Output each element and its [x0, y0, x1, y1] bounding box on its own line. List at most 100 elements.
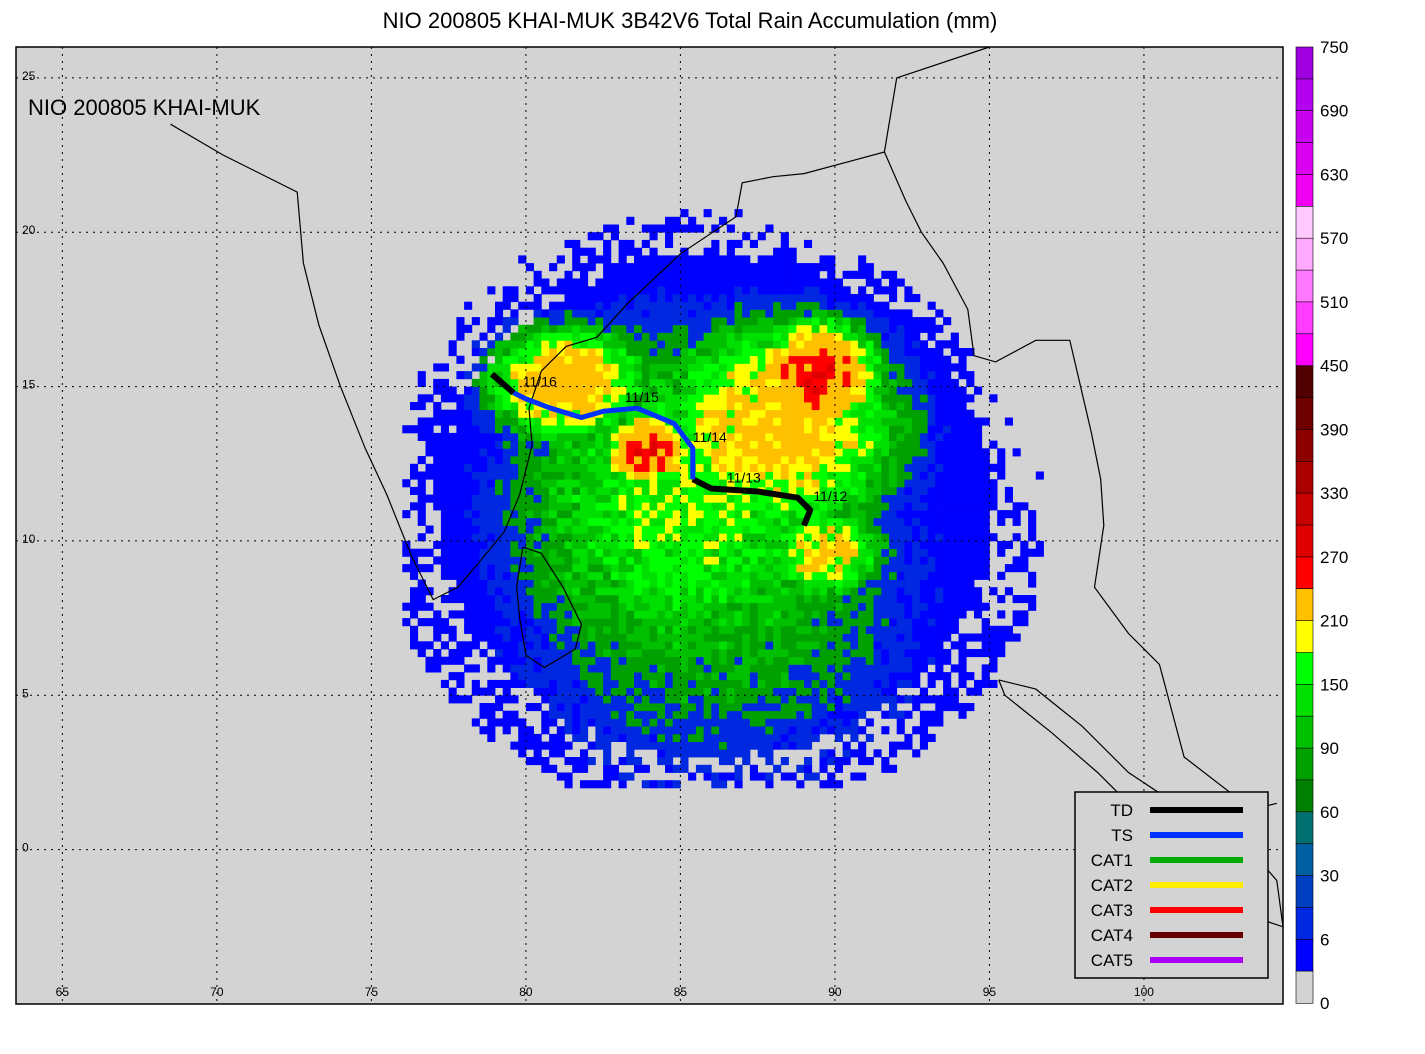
rain-cell [456, 371, 465, 380]
rain-cell [773, 672, 782, 681]
rain-cell [981, 502, 990, 511]
rain-cell [665, 757, 674, 766]
rain-cell [1004, 587, 1013, 596]
rain-cell [510, 633, 519, 642]
lat-tick-label: 5 [22, 686, 29, 700]
rain-cell [448, 556, 457, 565]
rain-cell [850, 703, 859, 712]
rain-cell [749, 494, 758, 503]
rain-cell [958, 610, 967, 619]
rain-cell [649, 548, 658, 557]
rain-cell [657, 409, 666, 418]
rain-cell [657, 378, 666, 387]
rain-cell [549, 679, 558, 688]
rain-cell [502, 340, 511, 349]
rain-cell [695, 540, 704, 549]
rain-cell [943, 378, 952, 387]
rain-cell [974, 679, 983, 688]
rain-cell [719, 741, 728, 750]
rain-cell [525, 425, 534, 434]
rain-cell [749, 610, 758, 619]
rain-cell [773, 278, 782, 287]
rain-cell [665, 224, 674, 233]
rain-cell [981, 625, 990, 634]
rain-cell [788, 255, 797, 264]
rain-cell [448, 533, 457, 542]
rain-cell [734, 571, 743, 580]
rain-cell [927, 602, 936, 611]
rain-cell [865, 363, 874, 372]
rain-cell [572, 764, 581, 773]
rain-cell [672, 710, 681, 719]
rain-cell [549, 301, 558, 310]
rain-cell [510, 517, 519, 526]
rain-cell [896, 695, 905, 704]
rain-cell [572, 672, 581, 681]
rain-cell [896, 664, 905, 673]
rain-cell [912, 703, 921, 712]
rain-cell [695, 695, 704, 704]
rain-cell [510, 741, 519, 750]
rain-cell [865, 348, 874, 357]
rain-cell [703, 463, 712, 472]
rain-cell [672, 610, 681, 619]
rain-cell [657, 710, 666, 719]
rain-cell [811, 695, 820, 704]
rain-cell [711, 386, 720, 395]
rain-cell [834, 317, 843, 326]
rain-cell [634, 309, 643, 318]
rain-cell [549, 649, 558, 658]
rain-cell [719, 471, 728, 480]
rain-cell [904, 649, 913, 658]
rain-cell [533, 494, 542, 503]
rain-cell [688, 602, 697, 611]
rain-cell [1028, 602, 1037, 611]
rain-cell [587, 324, 596, 333]
rain-cell [618, 772, 627, 781]
rain-cell [927, 571, 936, 580]
rain-cell [487, 386, 496, 395]
rain-cell [703, 363, 712, 372]
rain-cell [943, 579, 952, 588]
rain-cell [595, 618, 604, 627]
rain-cell [896, 348, 905, 357]
rain-cell [556, 502, 565, 511]
rain-cell [788, 772, 797, 781]
rain-cell [680, 456, 689, 465]
rain-cell [672, 633, 681, 642]
rain-cell [788, 726, 797, 735]
rain-cell [896, 479, 905, 488]
rain-cell [603, 417, 612, 426]
rain-cell [742, 270, 751, 279]
rain-cell [580, 703, 589, 712]
rain-cell [757, 695, 766, 704]
rain-cell [958, 494, 967, 503]
rain-cell [749, 448, 758, 457]
rain-cell [525, 525, 534, 534]
rain-cell [471, 463, 480, 472]
rain-cell [610, 332, 619, 341]
rain-cell [680, 394, 689, 403]
rain-cell [456, 656, 465, 665]
rain-cell [626, 386, 635, 395]
rain-cell [495, 548, 504, 557]
rain-cell [487, 664, 496, 673]
rain-cell [448, 432, 457, 441]
rain-cell [842, 463, 851, 472]
rain-cell [834, 448, 843, 457]
rain-cell [618, 517, 627, 526]
rain-cell [680, 317, 689, 326]
rain-cell [804, 332, 813, 341]
rain-cell [703, 263, 712, 272]
rain-cell [618, 579, 627, 588]
rain-cell [440, 625, 449, 634]
rain-cell [919, 502, 928, 511]
track-date-label: 11/13 [727, 469, 761, 485]
rain-cell [603, 510, 612, 519]
rain-cell [525, 579, 534, 588]
rain-cell [610, 355, 619, 364]
rain-cell [1028, 595, 1037, 604]
rain-cell [734, 548, 743, 557]
rain-cell [618, 548, 627, 557]
rain-cell [487, 703, 496, 712]
